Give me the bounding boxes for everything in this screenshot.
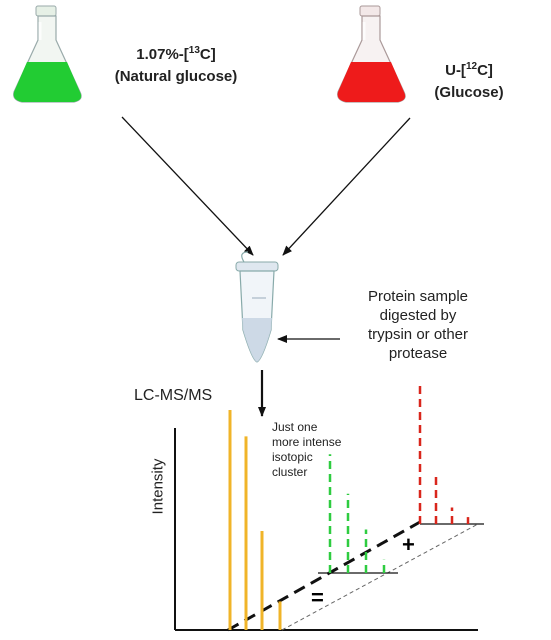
green-flask-label: 1.07%-[13C] (Natural glucose)	[96, 40, 256, 88]
red-to-tube-arrow	[282, 117, 411, 256]
tube-label-line-4: protease	[388, 345, 448, 362]
annotation-line-4: cluster	[272, 465, 308, 479]
annotation-line-1: Just one	[272, 420, 318, 434]
thick-dashed-diagonal	[227, 520, 421, 632]
green-label-suffix: C]	[199, 46, 216, 63]
equals-symbol: =	[311, 585, 324, 610]
annotation-line-3: isotopic	[272, 450, 313, 464]
green-label-prefix: 1.07%-[	[136, 46, 189, 63]
spectrum-peaks	[228, 386, 470, 630]
red-flask-label: U-[12C] (Glucose)	[414, 56, 524, 104]
red-label-line2: (Glucose)	[434, 84, 504, 101]
green-label-sup: 13	[188, 45, 200, 56]
green-label-line2: (Natural glucose)	[114, 68, 238, 85]
green-flask-icon	[13, 5, 82, 103]
tube-label-line-1: Protein sample	[367, 288, 469, 305]
green-to-tube-arrow	[121, 116, 254, 256]
tube-label-line-3: trypsin or other	[367, 326, 469, 343]
thin-dashed-diagonal	[281, 523, 479, 631]
tube-label: Protein sample digested by trypsin or ot…	[338, 287, 498, 363]
red-label-suffix: C]	[477, 62, 493, 79]
plus-symbol: +	[402, 532, 415, 557]
red-flask-icon	[337, 5, 406, 103]
spectrum-axes	[174, 428, 478, 631]
red-label-prefix: U-[	[445, 62, 466, 79]
cluster-annotation: Just one more intense isotopic cluster	[272, 420, 382, 480]
microcentrifuge-tube-icon	[235, 251, 279, 363]
method-label: LC-MS/MS	[134, 387, 213, 404]
tube-label-line-2: digested by	[379, 307, 457, 324]
red-label-sup: 12	[465, 61, 478, 72]
annotation-line-2: more intense	[272, 435, 342, 449]
y-axis-label: Intensity	[149, 458, 167, 515]
